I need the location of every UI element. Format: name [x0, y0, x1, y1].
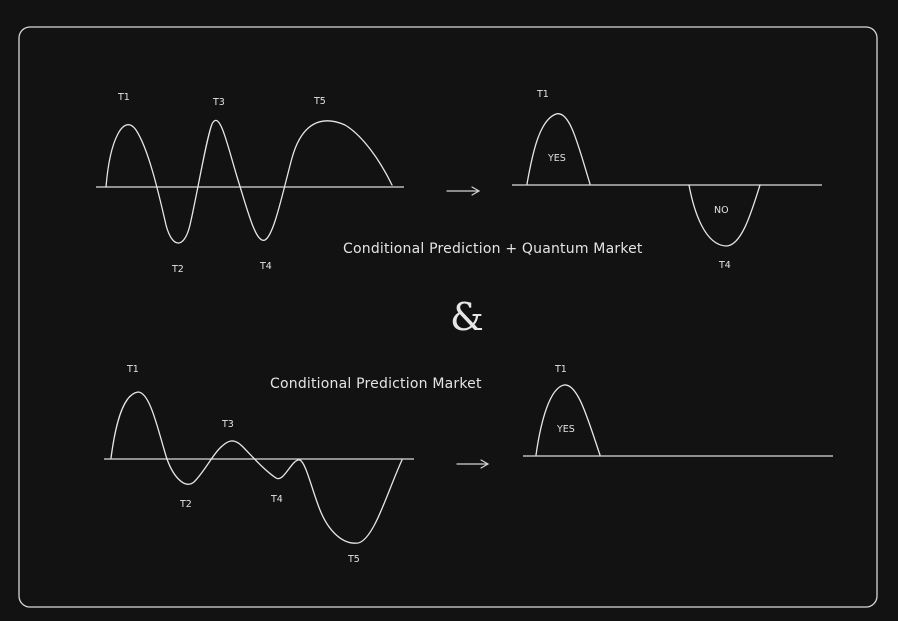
- bottom-caption: Conditional Prediction Market: [270, 376, 482, 392]
- top-left-label-t5: T5: [313, 96, 326, 107]
- top-arrow-icon: [446, 186, 481, 196]
- bottom-right-yes-hump: [535, 384, 601, 456]
- top-left-label-t2: T2: [171, 264, 184, 275]
- bottom-left-label-t4: T4: [270, 494, 283, 505]
- bottom-arrow-icon: [456, 459, 490, 469]
- top-left-label-t3: T3: [212, 97, 225, 108]
- bottom-left-label-t5: T5: [347, 554, 360, 565]
- top-left-wave-diagram: T1 T3 T5 T2 T4: [96, 92, 404, 275]
- bottom-left-label-t3: T3: [221, 419, 234, 430]
- top-left-label-t1: T1: [117, 92, 130, 103]
- bottom-left-label-t2: T2: [179, 499, 192, 510]
- bottom-left-wave: [110, 391, 403, 544]
- bottom-right-wave-diagram: T1 YES: [523, 364, 833, 457]
- top-right-yes-hump: [526, 113, 591, 185]
- top-right-wave-diagram: T1 YES NO T4: [512, 89, 822, 271]
- bottom-left-label-t1: T1: [126, 364, 139, 375]
- top-left-label-t4: T4: [259, 261, 272, 272]
- top-right-label-yes: YES: [547, 153, 566, 164]
- top-right-label-t1: T1: [536, 89, 549, 100]
- top-right-label-no: NO: [714, 205, 729, 216]
- outer-frame: [18, 26, 878, 608]
- top-right-no-dip: [688, 184, 761, 247]
- ampersand: &: [450, 295, 484, 339]
- bottom-right-label-t1: T1: [554, 364, 567, 375]
- bottom-right-label-yes: YES: [556, 424, 575, 435]
- top-right-label-t4: T4: [718, 260, 731, 271]
- bottom-left-wave-diagram: T1 T3 T2 T4 T5: [104, 364, 414, 565]
- top-left-wave: [105, 119, 393, 244]
- top-caption: Conditional Prediction + Quantum Market: [343, 241, 643, 257]
